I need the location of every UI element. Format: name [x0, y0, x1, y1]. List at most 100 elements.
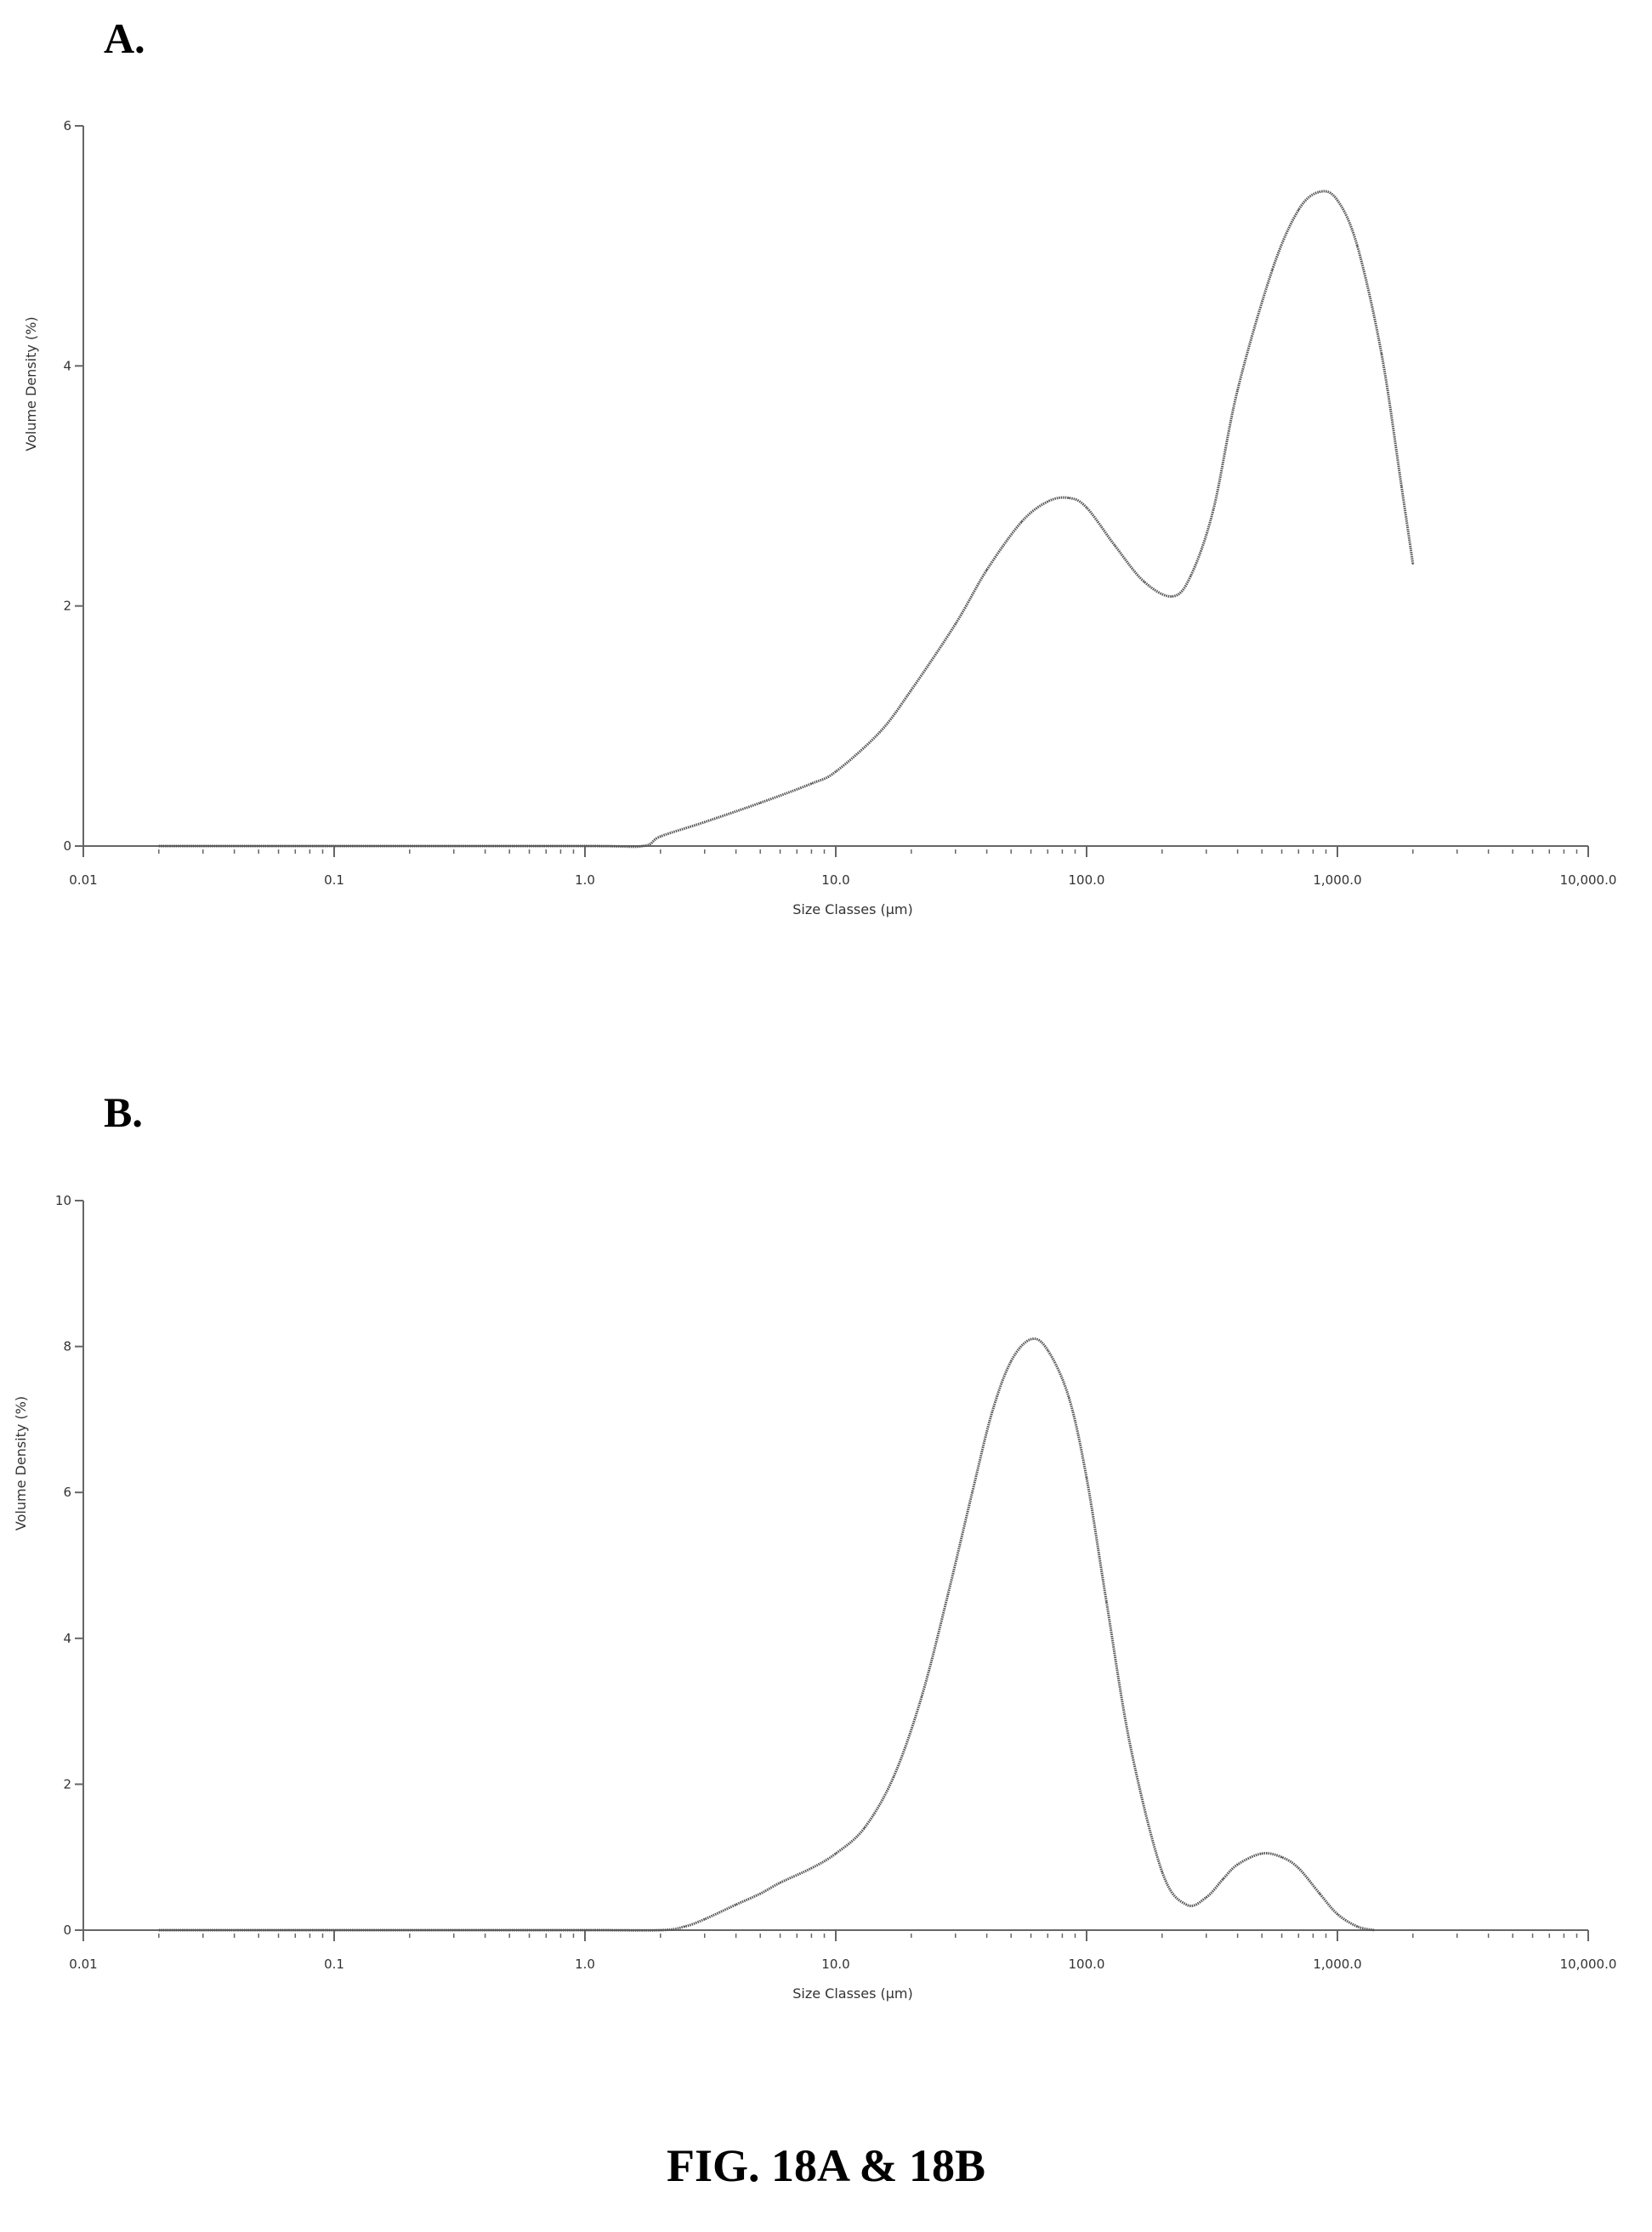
data-point	[971, 1491, 974, 1493]
x-tick-label: 0.01	[69, 1957, 97, 1972]
y-tick-label: 0	[63, 838, 71, 854]
data-point	[1319, 1893, 1320, 1894]
y-tick-label: 2	[63, 1776, 71, 1792]
data-point	[684, 1925, 686, 1928]
data-point	[810, 782, 813, 785]
data-point	[1068, 497, 1070, 499]
series-line	[158, 1337, 1375, 1932]
chart-a: 0.01 0.1 1.0 10.0 100.0 1,000.0 10,000.0 0 2 4 6 Si…	[23, 118, 1616, 917]
data-point	[985, 569, 988, 571]
plot-area: 0.01 0.1 1.0 10.0 100.0 1,000.0 10,000.0 0 2 4 6 Si…	[23, 118, 1616, 917]
x-tick-label: 1,000.0	[1313, 872, 1361, 888]
data-point	[1086, 1477, 1087, 1479]
data-point	[1356, 245, 1359, 247]
y-tick-label: 6	[63, 1485, 71, 1500]
data-point	[1373, 1929, 1375, 1931]
data-point	[1161, 1871, 1163, 1873]
data-point	[1020, 521, 1023, 523]
data-point	[1319, 190, 1320, 193]
x-tick-label: 0.01	[69, 872, 97, 888]
data-point	[863, 1827, 866, 1829]
data-point	[1337, 1913, 1338, 1915]
x-axis-title: Size Classes (μm)	[792, 1985, 913, 2002]
panel-label-b: B.	[104, 1088, 143, 1136]
data-point	[704, 821, 706, 823]
x-tick-label: 100.0	[1069, 1957, 1105, 1972]
data-point	[1297, 1867, 1300, 1869]
data-point	[947, 1593, 949, 1596]
plot-area: 0.01 0.1 1.0 10.0 100.0 1,000.0 10,000.0 0 2 4 6 8 1…	[13, 1193, 1616, 2002]
data-point	[1261, 1853, 1263, 1854]
data-point	[879, 731, 881, 733]
x-tick-label: 1.0	[575, 872, 595, 888]
data-point	[1172, 595, 1173, 598]
data-point	[991, 1411, 993, 1413]
data-point	[584, 845, 586, 847]
data-point	[911, 689, 912, 691]
data-point	[893, 1776, 894, 1778]
x-tick-label: 0.1	[324, 872, 344, 888]
data-point	[759, 1893, 761, 1894]
data-point	[1400, 485, 1403, 487]
data-point	[1086, 507, 1087, 508]
y-tick-label: 2	[63, 599, 71, 614]
data-point	[1222, 1878, 1224, 1880]
data-point	[779, 1882, 781, 1883]
data-point	[1236, 389, 1239, 391]
data-point	[333, 845, 335, 847]
data-point	[1047, 1349, 1049, 1351]
x-tick-label: 10.0	[821, 1957, 849, 1972]
data-point	[1236, 1864, 1239, 1866]
y-axis-title: Volume Density (%)	[23, 316, 39, 451]
data-point	[835, 770, 837, 773]
data-point	[921, 1695, 923, 1698]
figure-caption: FIG. 18A & 18B	[666, 2140, 986, 2191]
y-tick-label: 4	[63, 1631, 71, 1646]
data-point	[1105, 1601, 1108, 1603]
data-point	[1010, 1360, 1012, 1362]
data-point	[660, 835, 661, 838]
data-point	[1047, 501, 1049, 503]
data-point	[1337, 199, 1338, 202]
x-tick-label: 10,000.0	[1560, 1957, 1617, 1972]
data-point	[735, 1904, 737, 1905]
data-point	[759, 802, 761, 804]
data-point	[1212, 508, 1214, 511]
data-point	[1068, 1396, 1070, 1399]
x-tick-label: 1.0	[575, 1957, 595, 1972]
y-axis-title: Volume Density (%)	[13, 1396, 29, 1531]
data-point	[660, 1929, 661, 1931]
x-tick-label: 10.0	[821, 872, 849, 888]
data-point	[1271, 269, 1274, 271]
data-point	[1189, 575, 1192, 577]
data-point	[704, 1918, 706, 1920]
x-tick-label: 100.0	[1069, 872, 1105, 888]
data-point	[1356, 1925, 1359, 1928]
data-point	[642, 845, 644, 847]
data-point	[955, 623, 957, 625]
data-point	[1144, 581, 1145, 583]
data-point	[158, 845, 160, 847]
data-point	[584, 1929, 586, 1931]
data-point	[1297, 209, 1300, 211]
data-point	[1381, 353, 1382, 355]
data-point	[1412, 563, 1414, 565]
x-tick-label: 10,000.0	[1560, 872, 1617, 888]
y-tick-label: 0	[63, 1922, 71, 1938]
panel-label-a: A.	[104, 14, 145, 62]
data-point	[1114, 545, 1116, 547]
data-point	[1206, 1896, 1207, 1899]
x-tick-label: 1,000.0	[1313, 1957, 1361, 1972]
x-axis-title: Size Classes (μm)	[792, 901, 913, 917]
data-point	[835, 1853, 837, 1854]
y-tick-label: 6	[63, 118, 71, 133]
data-point	[1030, 1338, 1032, 1340]
chart-b: 0.01 0.1 1.0 10.0 100.0 1,000.0 10,000.0 0 2 4 6 8 1…	[13, 1193, 1616, 2002]
data-point	[1280, 1856, 1283, 1858]
data-point	[810, 1867, 813, 1869]
data-point	[1130, 1746, 1132, 1749]
y-tick-label: 8	[63, 1339, 71, 1355]
y-tick-label: 10	[55, 1193, 71, 1208]
x-tick-label: 0.1	[324, 1957, 344, 1972]
data-point	[333, 1929, 335, 1931]
